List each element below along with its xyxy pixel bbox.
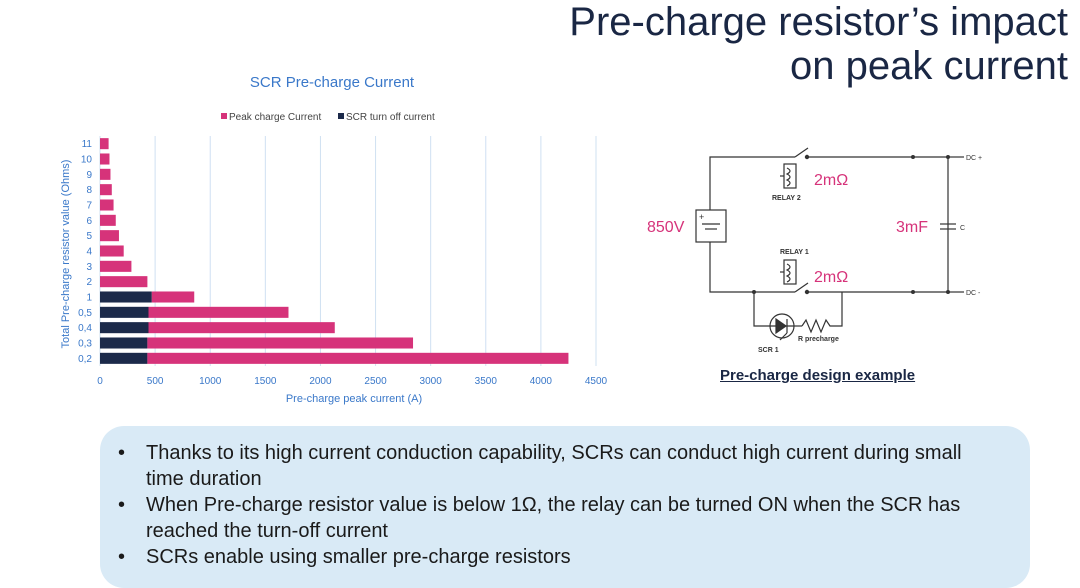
- y-tick-label: 1: [86, 293, 92, 304]
- bar-scr-turn-off: [100, 352, 148, 364]
- y-tick-label: 8: [86, 185, 92, 196]
- bar-peak-charge: [100, 276, 148, 288]
- relay1-resistance: 2mΩ: [814, 269, 848, 286]
- bullet-icon: •: [118, 442, 126, 464]
- y-tick-label: 11: [82, 139, 93, 150]
- bar-peak-charge: [100, 199, 114, 211]
- bar-peak-charge: [100, 168, 111, 180]
- legend-label-peak: Peak charge Current: [229, 112, 321, 123]
- svg-text:+: +: [699, 212, 704, 222]
- relay2-switch-icon: [780, 147, 810, 189]
- y-tick-label: 5: [86, 231, 92, 242]
- y-tick-label: 0,3: [78, 339, 92, 350]
- y-tick-label: 0,4: [78, 323, 92, 334]
- x-tick-label: 1000: [199, 376, 222, 387]
- y-tick-label: 7: [86, 201, 92, 212]
- x-tick-label: 2500: [364, 376, 387, 387]
- x-tick-label: 3000: [420, 376, 443, 387]
- bar-peak-charge: [148, 306, 289, 318]
- y-tick-label: 10: [81, 155, 93, 166]
- bullet-list: • Thanks to its high current conduction c…: [100, 426, 1030, 570]
- x-tick-label: 3500: [475, 376, 498, 387]
- bullet-icon: •: [118, 546, 126, 568]
- legend-swatch-peak: [221, 113, 227, 119]
- bar-peak-charge: [100, 230, 119, 242]
- chart-x-axis-label: Pre-charge peak current (A): [286, 393, 422, 405]
- dc-source-icon: +: [695, 209, 727, 243]
- bullet-item: • Thanks to its high current conduction c…: [118, 440, 990, 492]
- y-tick-label: 6: [86, 216, 92, 227]
- bar-peak-charge: [100, 245, 124, 257]
- chart-x-ticks: 0 500 1000 1500 2000 2500 3000 3500 4000 4500: [97, 376, 607, 387]
- chart-title: SCR Pre-charge Current: [250, 74, 415, 91]
- bar-scr-turn-off: [100, 306, 149, 318]
- relay1-switch-icon: [780, 259, 810, 295]
- x-tick-label: 4500: [585, 376, 608, 387]
- dc-plus-label: DC +: [966, 155, 982, 162]
- precharge-resistor-label: R precharge: [798, 336, 839, 343]
- legend-swatch-scr: [338, 113, 344, 119]
- chart-legend: Peak charge Current SCR turn off current: [221, 112, 435, 123]
- circuit-wires: [709, 156, 949, 327]
- bar-peak-charge: [100, 214, 116, 226]
- relay2-label: RELAY 2: [772, 195, 801, 202]
- x-tick-label: 500: [147, 376, 164, 387]
- bullet-panel: • Thanks to its high current conduction c…: [100, 426, 1030, 588]
- bar-scr-turn-off: [100, 337, 148, 349]
- x-tick-label: 0: [97, 376, 103, 387]
- bar-peak-charge: [100, 260, 132, 272]
- bullet-item: • SCRs enable using smaller pre-charge re…: [118, 544, 990, 570]
- relay2-resistance: 2mΩ: [814, 172, 848, 189]
- bar-peak-charge: [100, 153, 110, 165]
- capacitor-tag: C: [960, 225, 965, 232]
- bar-peak-charge: [151, 291, 195, 303]
- diagram-caption: Pre-charge design example: [720, 367, 916, 384]
- bar-peak-charge: [148, 322, 335, 334]
- node-dot: [752, 290, 756, 294]
- chart-y-ticks: 0,2 0,3 0,4 0,5 1 2 3 4 5 6 7 8 9 10 11: [78, 139, 92, 365]
- y-tick-label: 3: [86, 262, 92, 273]
- bullet-icon: •: [118, 494, 126, 516]
- x-tick-label: 2000: [309, 376, 332, 387]
- relay1-label: RELAY 1: [780, 249, 809, 256]
- slide-title-line2: on peak current: [790, 44, 1068, 88]
- bullet-item: • When Pre-charge resistor value is below…: [118, 492, 990, 544]
- chart-bars: [100, 138, 569, 364]
- node-dot: [911, 290, 915, 294]
- precharge-circuit-diagram: + 850V RELAY 2 2mΩ RELAY 1 2mΩ 3mF C DC …: [647, 147, 982, 354]
- scr-icon: [769, 313, 795, 341]
- y-tick-label: 4: [86, 247, 92, 258]
- capacitor-icon: [940, 223, 956, 230]
- capacitor-value: 3mF: [896, 219, 928, 236]
- bar-peak-charge: [147, 352, 569, 364]
- chart-y-axis-label: Total Pre-charge resistor value (Ohms): [60, 160, 72, 349]
- bullet-text: SCRs enable using smaller pre-charge res…: [146, 546, 571, 568]
- slide-title-line1: Pre-charge resistor’s impact: [569, 0, 1068, 44]
- bar-peak-charge: [100, 138, 109, 150]
- y-tick-label: 2: [86, 277, 92, 288]
- source-voltage-label: 850V: [647, 219, 685, 236]
- scr-precharge-chart: SCR Pre-charge Current Peak charge Curre…: [60, 74, 608, 405]
- precharge-resistor-icon: [794, 318, 832, 334]
- bar-scr-turn-off: [100, 322, 149, 334]
- y-tick-label: 9: [86, 170, 92, 181]
- node-dot: [911, 155, 915, 159]
- dc-minus-label: DC -: [966, 290, 981, 297]
- bullet-text: Thanks to its high current conduction ca…: [146, 442, 962, 490]
- x-tick-label: 4000: [530, 376, 553, 387]
- bar-scr-turn-off: [100, 291, 152, 303]
- legend-label-scr: SCR turn off current: [346, 112, 435, 123]
- slide-title: Pre-charge resistor’s impact on peak cur…: [508, 0, 1068, 88]
- bar-peak-charge: [100, 184, 112, 196]
- scr-label: SCR 1: [758, 347, 779, 354]
- x-tick-label: 1500: [254, 376, 277, 387]
- bullet-text: When Pre-charge resistor value is below …: [146, 494, 961, 542]
- bar-peak-charge: [147, 337, 414, 349]
- y-tick-label: 0,2: [78, 354, 92, 365]
- y-tick-label: 0,5: [78, 308, 92, 319]
